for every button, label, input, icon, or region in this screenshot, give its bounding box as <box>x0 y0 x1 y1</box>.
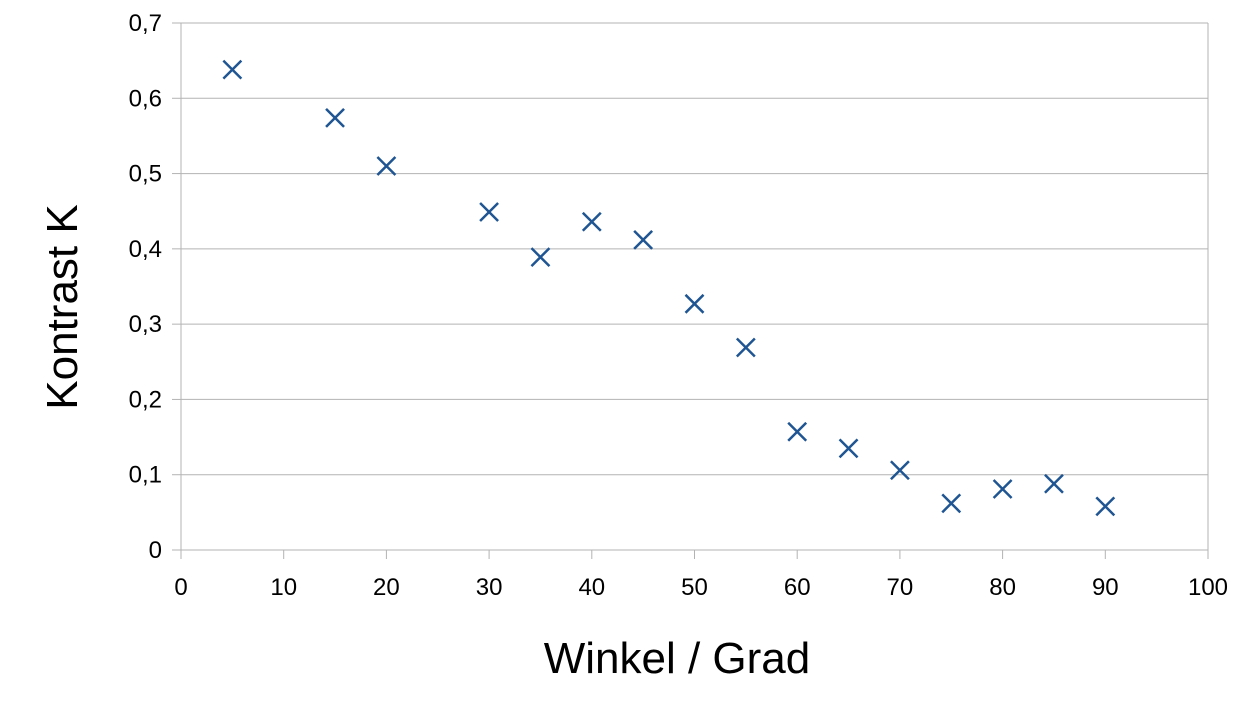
data-point-marker <box>1044 473 1064 494</box>
data-point-marker <box>890 460 910 481</box>
data-point-marker <box>1095 496 1116 517</box>
x-tick-label: 40 <box>578 574 605 601</box>
x-tick-label: 10 <box>270 574 297 601</box>
x-tick-label: 60 <box>784 574 811 601</box>
y-tick-label: 0,1 <box>129 462 162 489</box>
y-tick-label: 0,7 <box>129 10 162 37</box>
data-point-marker <box>633 229 654 250</box>
data-point-marker <box>735 337 756 358</box>
data-point-marker <box>581 211 602 232</box>
y-tick-label: 0,5 <box>129 161 162 188</box>
data-point-marker <box>941 493 962 514</box>
data-point-marker <box>376 156 397 176</box>
y-tick-label: 0,2 <box>129 386 162 413</box>
x-tick-label: 90 <box>1092 574 1119 601</box>
x-axis-title: Winkel / Grad <box>544 634 811 683</box>
y-tick-label: 0 <box>149 537 162 564</box>
y-axis-title: Kontrast K <box>38 204 87 409</box>
data-point-marker <box>222 59 243 80</box>
data-points <box>222 59 1116 517</box>
data-point-marker <box>787 421 808 442</box>
data-point-marker <box>838 438 859 459</box>
y-tick-label: 0,4 <box>129 236 162 263</box>
tick-labels: 0 0,1 0,2 0,3 0,4 0,5 0,6 0,7 0 10 20 30 40 50 60 70 80 9… <box>129 10 1228 601</box>
x-tick-label: 30 <box>476 574 503 601</box>
x-tick-label: 0 <box>174 574 187 601</box>
data-point-marker <box>325 107 345 128</box>
x-tick-label: 80 <box>989 574 1016 601</box>
y-tick-label: 0,3 <box>129 311 162 338</box>
y-tick-label: 0,6 <box>129 85 162 112</box>
data-point-marker <box>684 293 705 314</box>
data-point-marker <box>992 479 1013 499</box>
gridlines <box>181 22 1208 476</box>
x-tick-label: 20 <box>373 574 400 601</box>
x-tick-label: 70 <box>887 574 914 601</box>
x-tick-label: 50 <box>681 574 708 601</box>
axes <box>172 22 1209 559</box>
x-tick-label: 100 <box>1188 574 1228 601</box>
data-point-marker <box>479 202 499 222</box>
data-point-marker <box>530 247 551 268</box>
